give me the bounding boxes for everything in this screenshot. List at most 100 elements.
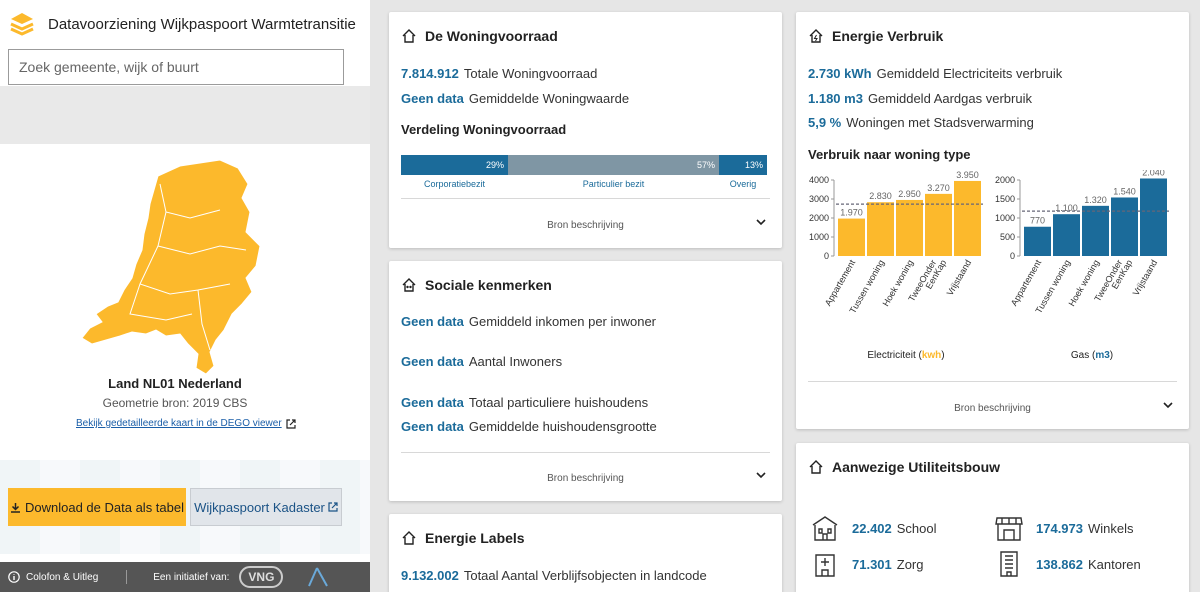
school-icon [812, 516, 838, 541]
stat-label: Totaal Aantal Verblijfsobjecten in landc… [463, 568, 707, 583]
stat-stadsverwarming: 5,9 % Woningen met Stadsverwarming [808, 115, 1034, 130]
chevron-down-icon[interactable] [756, 470, 766, 480]
y-tick-label: 500 [1000, 232, 1015, 242]
woningvoorraad-title-text: De Woningvoorraad [425, 28, 558, 44]
bar [1024, 226, 1051, 256]
bron-beschrijving-toggle[interactable]: Bron beschrijving [547, 220, 624, 231]
app-title: Datavoorziening Wijkpaspoort Warmtetrans… [48, 15, 356, 33]
info-icon [8, 571, 20, 583]
stat-label: Gemiddelde Woningwaarde [468, 91, 630, 106]
stack-segment-label: Corporatiebezit [423, 179, 486, 189]
bar-value-label: 3.270 [927, 183, 950, 193]
utiliteitsbouw-card: Aanwezige Utiliteitsbouw 22.402 School 17… [796, 443, 1189, 592]
netherlands-map[interactable] [70, 154, 280, 376]
util-label: Zorg [896, 556, 924, 572]
stat-value: 1.180 m3 [808, 91, 863, 106]
bron-beschrijving-toggle[interactable]: Bron beschrijving [547, 473, 624, 484]
energie-verbruik-card: Energie Verbruik 2.730 kWh Gemiddeld Elec… [796, 12, 1189, 429]
sidebar-footer: Colofon & Uitleg Een initiatief van: VNG [0, 562, 370, 592]
util-winkels: 174.973 Winkels [994, 513, 1134, 543]
sociale-title-text: Sociale kenmerken [425, 277, 552, 293]
chevron-down-icon[interactable] [756, 217, 766, 227]
verdeling-stacked-bar: 29% 57% 13% [401, 155, 767, 175]
stat-aardgas: 1.180 m3 Gemiddeld Aardgas verbruik [808, 91, 1032, 106]
bar-value-label: 1.540 [1113, 186, 1136, 196]
stat-label: Gemiddelde huishoudensgrootte [468, 419, 657, 434]
colofon-label: Colofon & Uitleg [26, 571, 99, 583]
stat-label: Woningen met Stadsverwarming [846, 115, 1034, 130]
sidebar: Datavoorziening Wijkpaspoort Warmtetrans… [0, 0, 370, 592]
kadaster-label: Wijkpaspoort Kadaster [194, 499, 325, 515]
util-value: 22.402 [852, 520, 892, 536]
stat-value: Geen data [401, 91, 464, 106]
dego-link-label[interactable]: Bekijk gedetailleerde kaart in de DEGO v… [76, 418, 282, 429]
y-tick-label: 3000 [809, 194, 829, 204]
house-icon [402, 531, 416, 545]
electriciteit-chart: 010002000300040001.970Appartement2.830Tu… [809, 170, 983, 361]
stack-segment-2: 13% [719, 155, 767, 175]
stat-label: Gemiddeld Electriciteits verbruik [876, 66, 1063, 81]
stack-segment-0: 29% [401, 155, 508, 175]
woningvoorraad-title: De Woningvoorraad [401, 28, 558, 44]
bar-value-label: 2.950 [898, 189, 921, 199]
chevron-down-icon[interactable] [1163, 400, 1173, 410]
shop-icon [995, 517, 1023, 541]
stat-value: Geen data [401, 395, 464, 410]
stat-verblijfsobjecten: 9.132.002 Totaal Aantal Verblijfsobjecten… [401, 568, 707, 583]
hospital-icon [815, 554, 835, 577]
y-tick-label: 0 [1010, 251, 1015, 261]
x-axis-label: Electriciteit (kwh) [867, 350, 944, 361]
stack-segment-label: Particulier bezit [582, 179, 645, 189]
y-tick-label: 1000 [995, 213, 1015, 223]
bar-value-label: 2.040 [1142, 170, 1165, 177]
util-label: Kantoren [1088, 556, 1141, 572]
energie-labels-title: Energie Labels [401, 530, 525, 546]
bron-beschrijving-toggle[interactable]: Bron beschrijving [954, 403, 1031, 414]
bar [896, 199, 923, 256]
geometry-source: Geometrie bron: 2019 CBS [102, 396, 248, 410]
category-label: Vrijstaand [1131, 258, 1160, 297]
util-value: 174.973 [1036, 520, 1083, 536]
card-divider [401, 198, 770, 199]
map-panel: Land NL01 Nederland Geometrie bron: 2019… [0, 144, 370, 460]
colofon-link[interactable]: Colofon & Uitleg [8, 571, 98, 583]
bar [867, 202, 894, 256]
bar [838, 218, 865, 256]
y-tick-label: 0 [824, 251, 829, 261]
bar-value-label: 2.830 [869, 191, 892, 201]
energie-verbruik-title-text: Energie Verbruik [832, 28, 944, 44]
stack-segment-1: 57% [508, 155, 719, 175]
util-label: Winkels [1088, 520, 1134, 536]
bar [1053, 214, 1080, 256]
bar-value-label: 1.100 [1055, 203, 1078, 213]
stat-value: Geen data [401, 419, 464, 434]
stat-label: Aantal Inwoners [468, 354, 563, 369]
external-link-icon [286, 418, 296, 429]
wijkpaspoort-kadaster-button[interactable]: Wijkpaspoort Kadaster [190, 488, 342, 526]
stat-totale-woningvoorraad: 7.814.912 Totale Woningvoorraad [401, 66, 597, 81]
external-link-icon [328, 502, 338, 512]
region-title: Land NL01 Nederland [108, 376, 242, 391]
dego-viewer-link[interactable]: Bekijk gedetailleerde kaart in de DEGO v… [76, 418, 296, 429]
utiliteitsbouw-title-text: Aanwezige Utiliteitsbouw [832, 459, 1001, 475]
util-value: 138.862 [1036, 556, 1083, 572]
people-house-icon [402, 278, 416, 292]
stat-huishoudensgrootte: Geen data Gemiddelde huishoudensgrootte [401, 419, 657, 434]
stat-label: Totale Woningvoorraad [463, 66, 598, 81]
y-tick-label: 2000 [809, 213, 829, 223]
stat-value: Geen data [401, 314, 464, 329]
energie-verbruik-title: Energie Verbruik [808, 28, 943, 44]
download-data-button[interactable]: Download de Data als tabel [8, 488, 186, 526]
layers-icon [10, 13, 34, 36]
stat-label: Gemiddeld Aardgas verbruik [867, 91, 1032, 106]
stat-woningwaarde: Geen data Gemiddelde Woningwaarde [401, 91, 629, 106]
category-label: Vrijstaand [945, 258, 974, 297]
search-input[interactable] [19, 59, 343, 75]
search-box[interactable] [8, 49, 344, 85]
house-icon [809, 460, 823, 474]
bar [954, 180, 981, 256]
stat-value: 5,9 % [808, 115, 842, 130]
energie-labels-card: Energie Labels 9.132.002 Totaal Aantal Ve… [389, 514, 782, 592]
util-school: 22.402 School [810, 513, 937, 543]
stat-label: Totaal particuliere huishoudens [468, 395, 649, 410]
